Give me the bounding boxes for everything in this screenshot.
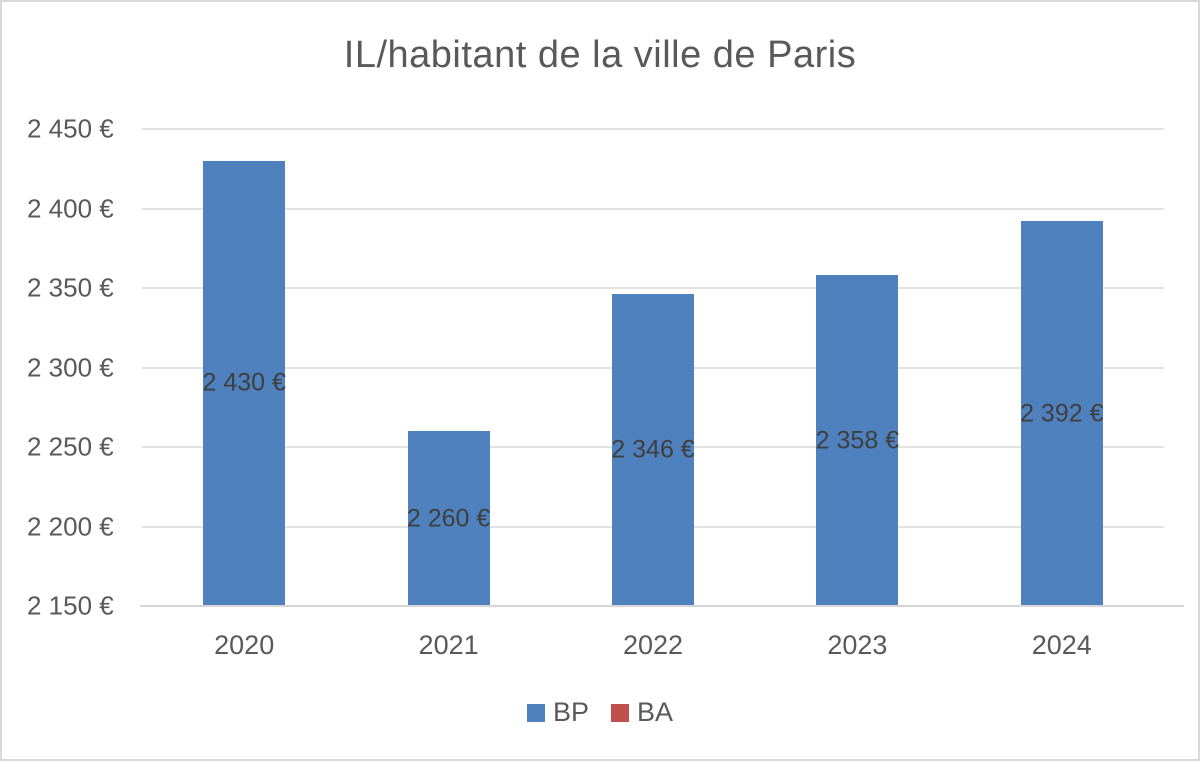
bar-data-label: 2 346 €	[611, 435, 695, 464]
bar-bp-2021: 2 260 €	[406, 431, 491, 606]
bar-bp-2020: 2 430 €	[202, 160, 286, 606]
bar-data-label: 2 430 €	[202, 368, 286, 397]
y-tick-label: 2 250 €	[27, 431, 114, 462]
gridline	[142, 287, 1164, 289]
y-tick-label: 2 300 €	[27, 352, 114, 382]
bar-bp-2024: 2 392 €	[1020, 221, 1104, 606]
y-tick-label: 2 150 €	[27, 590, 114, 621]
legend-swatch-icon	[526, 703, 545, 722]
plot-area: 2 430 € 2 260 € 2 346 € 2 358 € 2 392 €	[142, 128, 1164, 607]
x-tick-label: 2022	[622, 630, 684, 660]
bar-data-label: 2 260 €	[406, 504, 491, 533]
bar-bp-2023: 2 358 €	[815, 275, 900, 606]
bar-data-label: 2 358 €	[815, 426, 900, 455]
legend-item-ba: BA	[611, 699, 673, 726]
x-axis-line	[140, 605, 1184, 607]
legend-label: BP	[552, 697, 589, 727]
y-tick-label: 2 350 €	[27, 272, 114, 303]
y-tick-label: 2 400 €	[27, 193, 114, 223]
y-tick-label: 2 200 €	[27, 511, 114, 541]
y-tick-label: 2 450 €	[27, 113, 114, 144]
legend: BP BA	[2, 699, 1198, 726]
x-tick-label: 2023	[827, 630, 888, 660]
bar-bp-2022: 2 346 €	[611, 294, 695, 606]
gridline	[142, 207, 1164, 210]
legend-item-bp: BP	[526, 697, 589, 727]
legend-swatch-icon	[611, 703, 629, 722]
x-tick-label: 2024	[1031, 630, 1092, 660]
legend-label: BA	[637, 697, 674, 727]
x-tick-label: 2021	[418, 630, 479, 660]
chart-title: IL/habitant de la ville de Paris	[343, 34, 857, 76]
bar-data-label: 2 392 €	[1020, 399, 1104, 428]
gridline	[142, 128, 1164, 130]
x-tick-label: 2020	[214, 630, 275, 660]
